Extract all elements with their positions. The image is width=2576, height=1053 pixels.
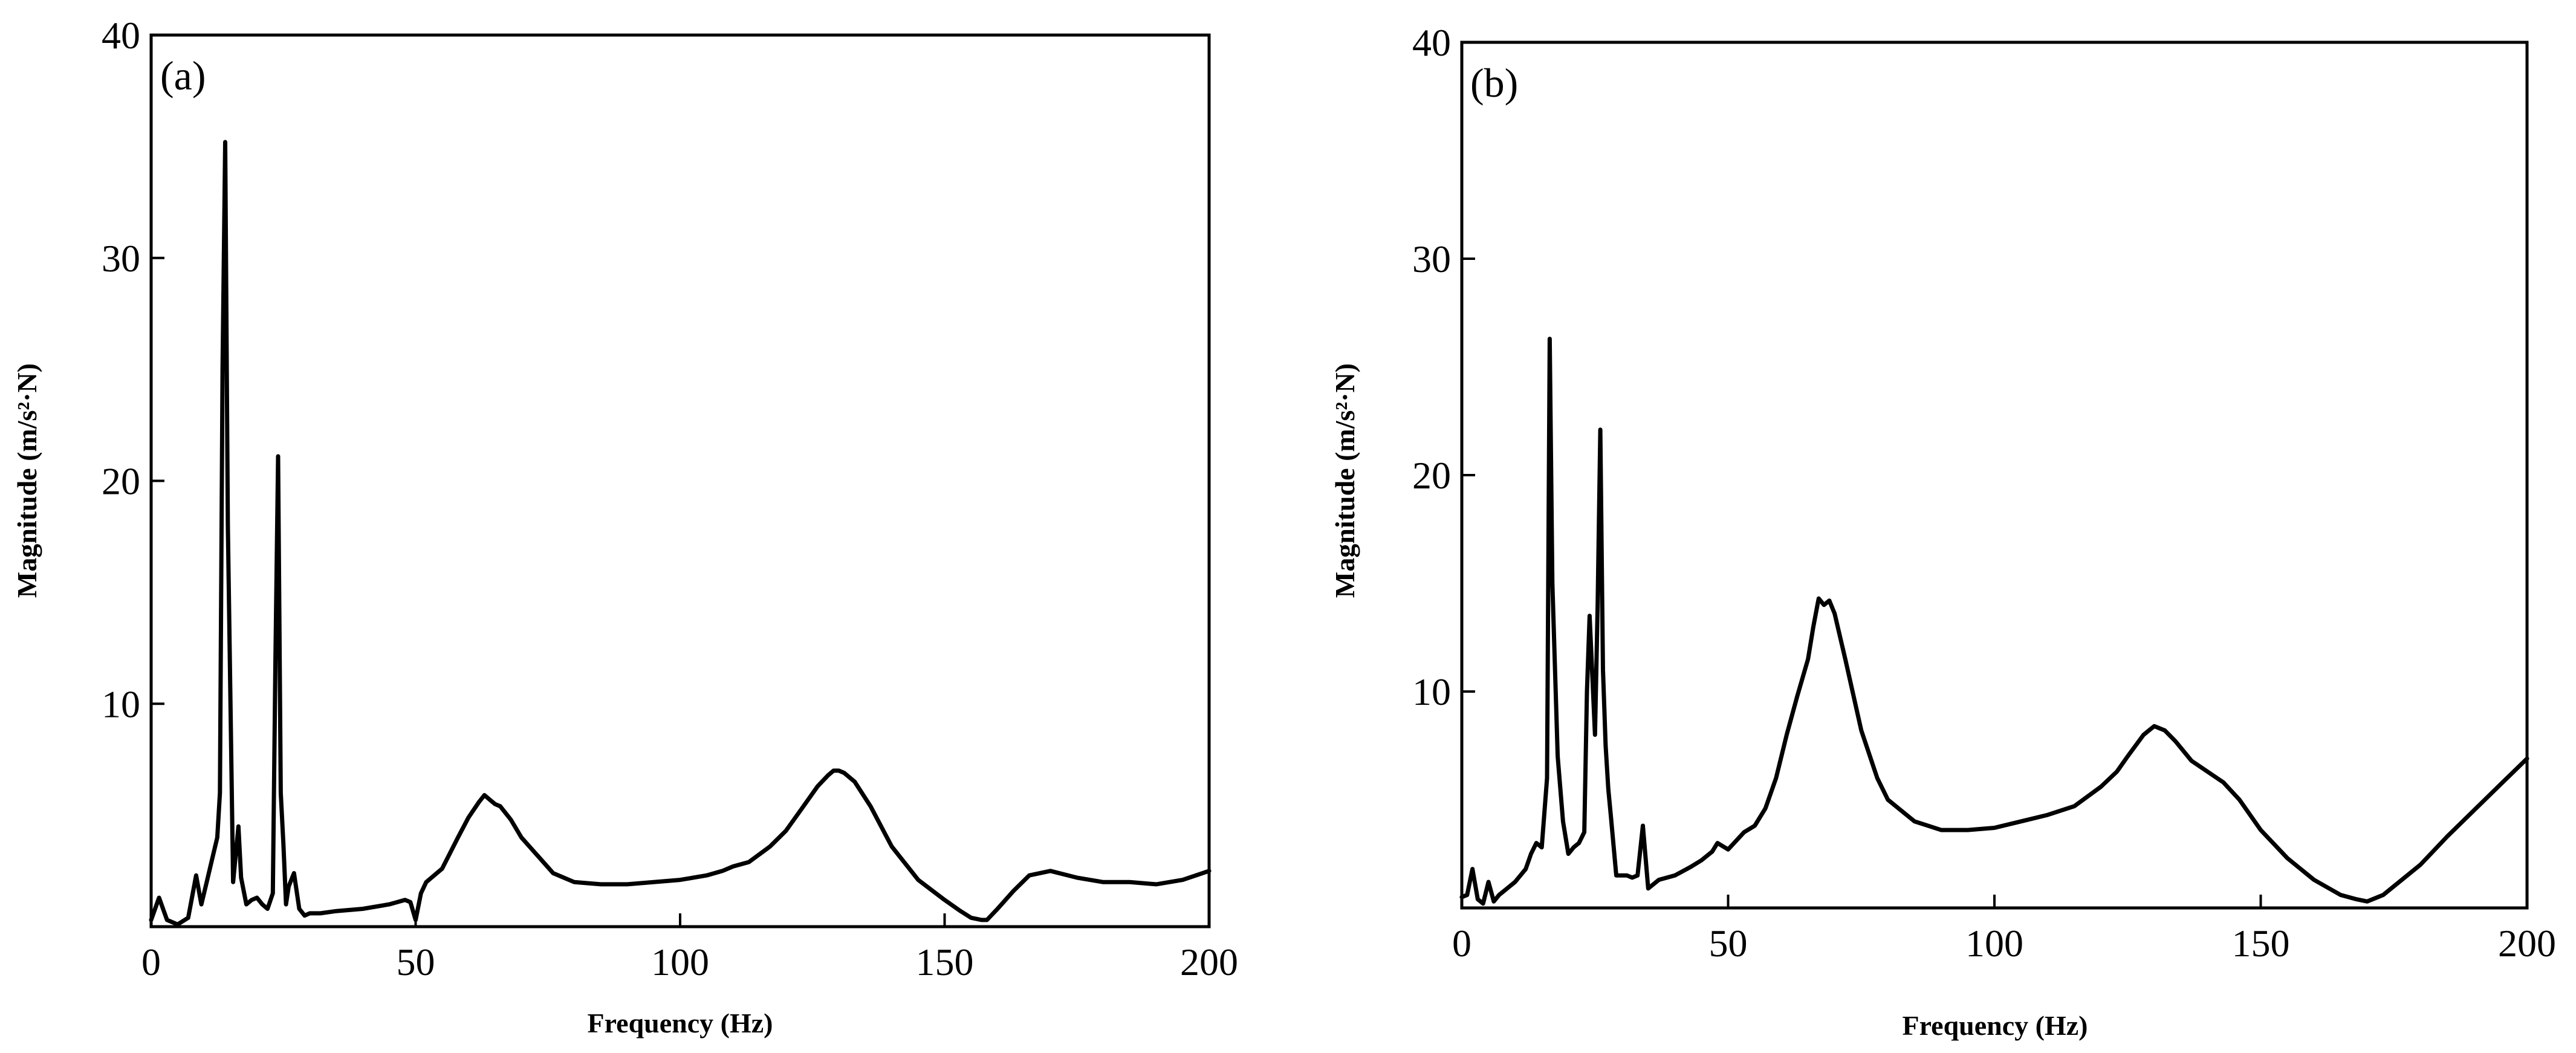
x-tick-label-a-0: 0 [141,941,161,983]
x-tick-label-b-0: 0 [1452,922,1471,965]
y-tick-label-b-30: 30 [1412,238,1451,280]
plot-frame-a [149,33,1211,928]
y-tick-label-a-30: 30 [102,237,140,280]
y-axis-title-b: Magnitude (m/s²·N) [1329,363,1360,598]
y-tick-label-a-40: 40 [102,14,140,57]
panel-label-a: (a) [160,53,206,99]
x-tick-label-a-50: 50 [397,941,435,983]
y-tick-label-a-20: 20 [102,460,140,503]
y-tick-label-a-10: 10 [102,682,140,725]
series-line-a [149,140,1212,927]
x-tick-label-b-100: 100 [1965,922,2023,965]
y-tick-label-b-10: 10 [1412,670,1451,713]
plot-frame-b [1460,40,2529,910]
x-tick-label-a-200: 200 [1180,941,1238,983]
x-tick-label-b-50: 50 [1709,922,1748,965]
y-axis-title-a: Magnitude (m/s²·N) [11,363,42,598]
x-axis-title-a: Frequency (Hz) [587,1008,773,1038]
panel-b: (b) Frequency (Hz) Magnitude (m/s²·N) 0 5… [1329,21,2556,1041]
series-line-b [1459,337,2529,906]
x-tick-label-b-150: 150 [2232,922,2290,965]
y-tick-label-b-40: 40 [1412,21,1451,64]
x-tick-label-a-100: 100 [651,941,709,983]
x-axis-title-b: Frequency (Hz) [1902,1010,2088,1041]
panel-a: (a) Frequency (Hz) Magnitude (m/s²·N) 0 5… [11,14,1238,1038]
panel-label-b: (b) [1470,60,1518,106]
x-tick-label-b-200: 200 [2498,922,2556,965]
y-tick-label-b-20: 20 [1412,454,1451,497]
x-tick-label-a-150: 150 [916,941,974,983]
